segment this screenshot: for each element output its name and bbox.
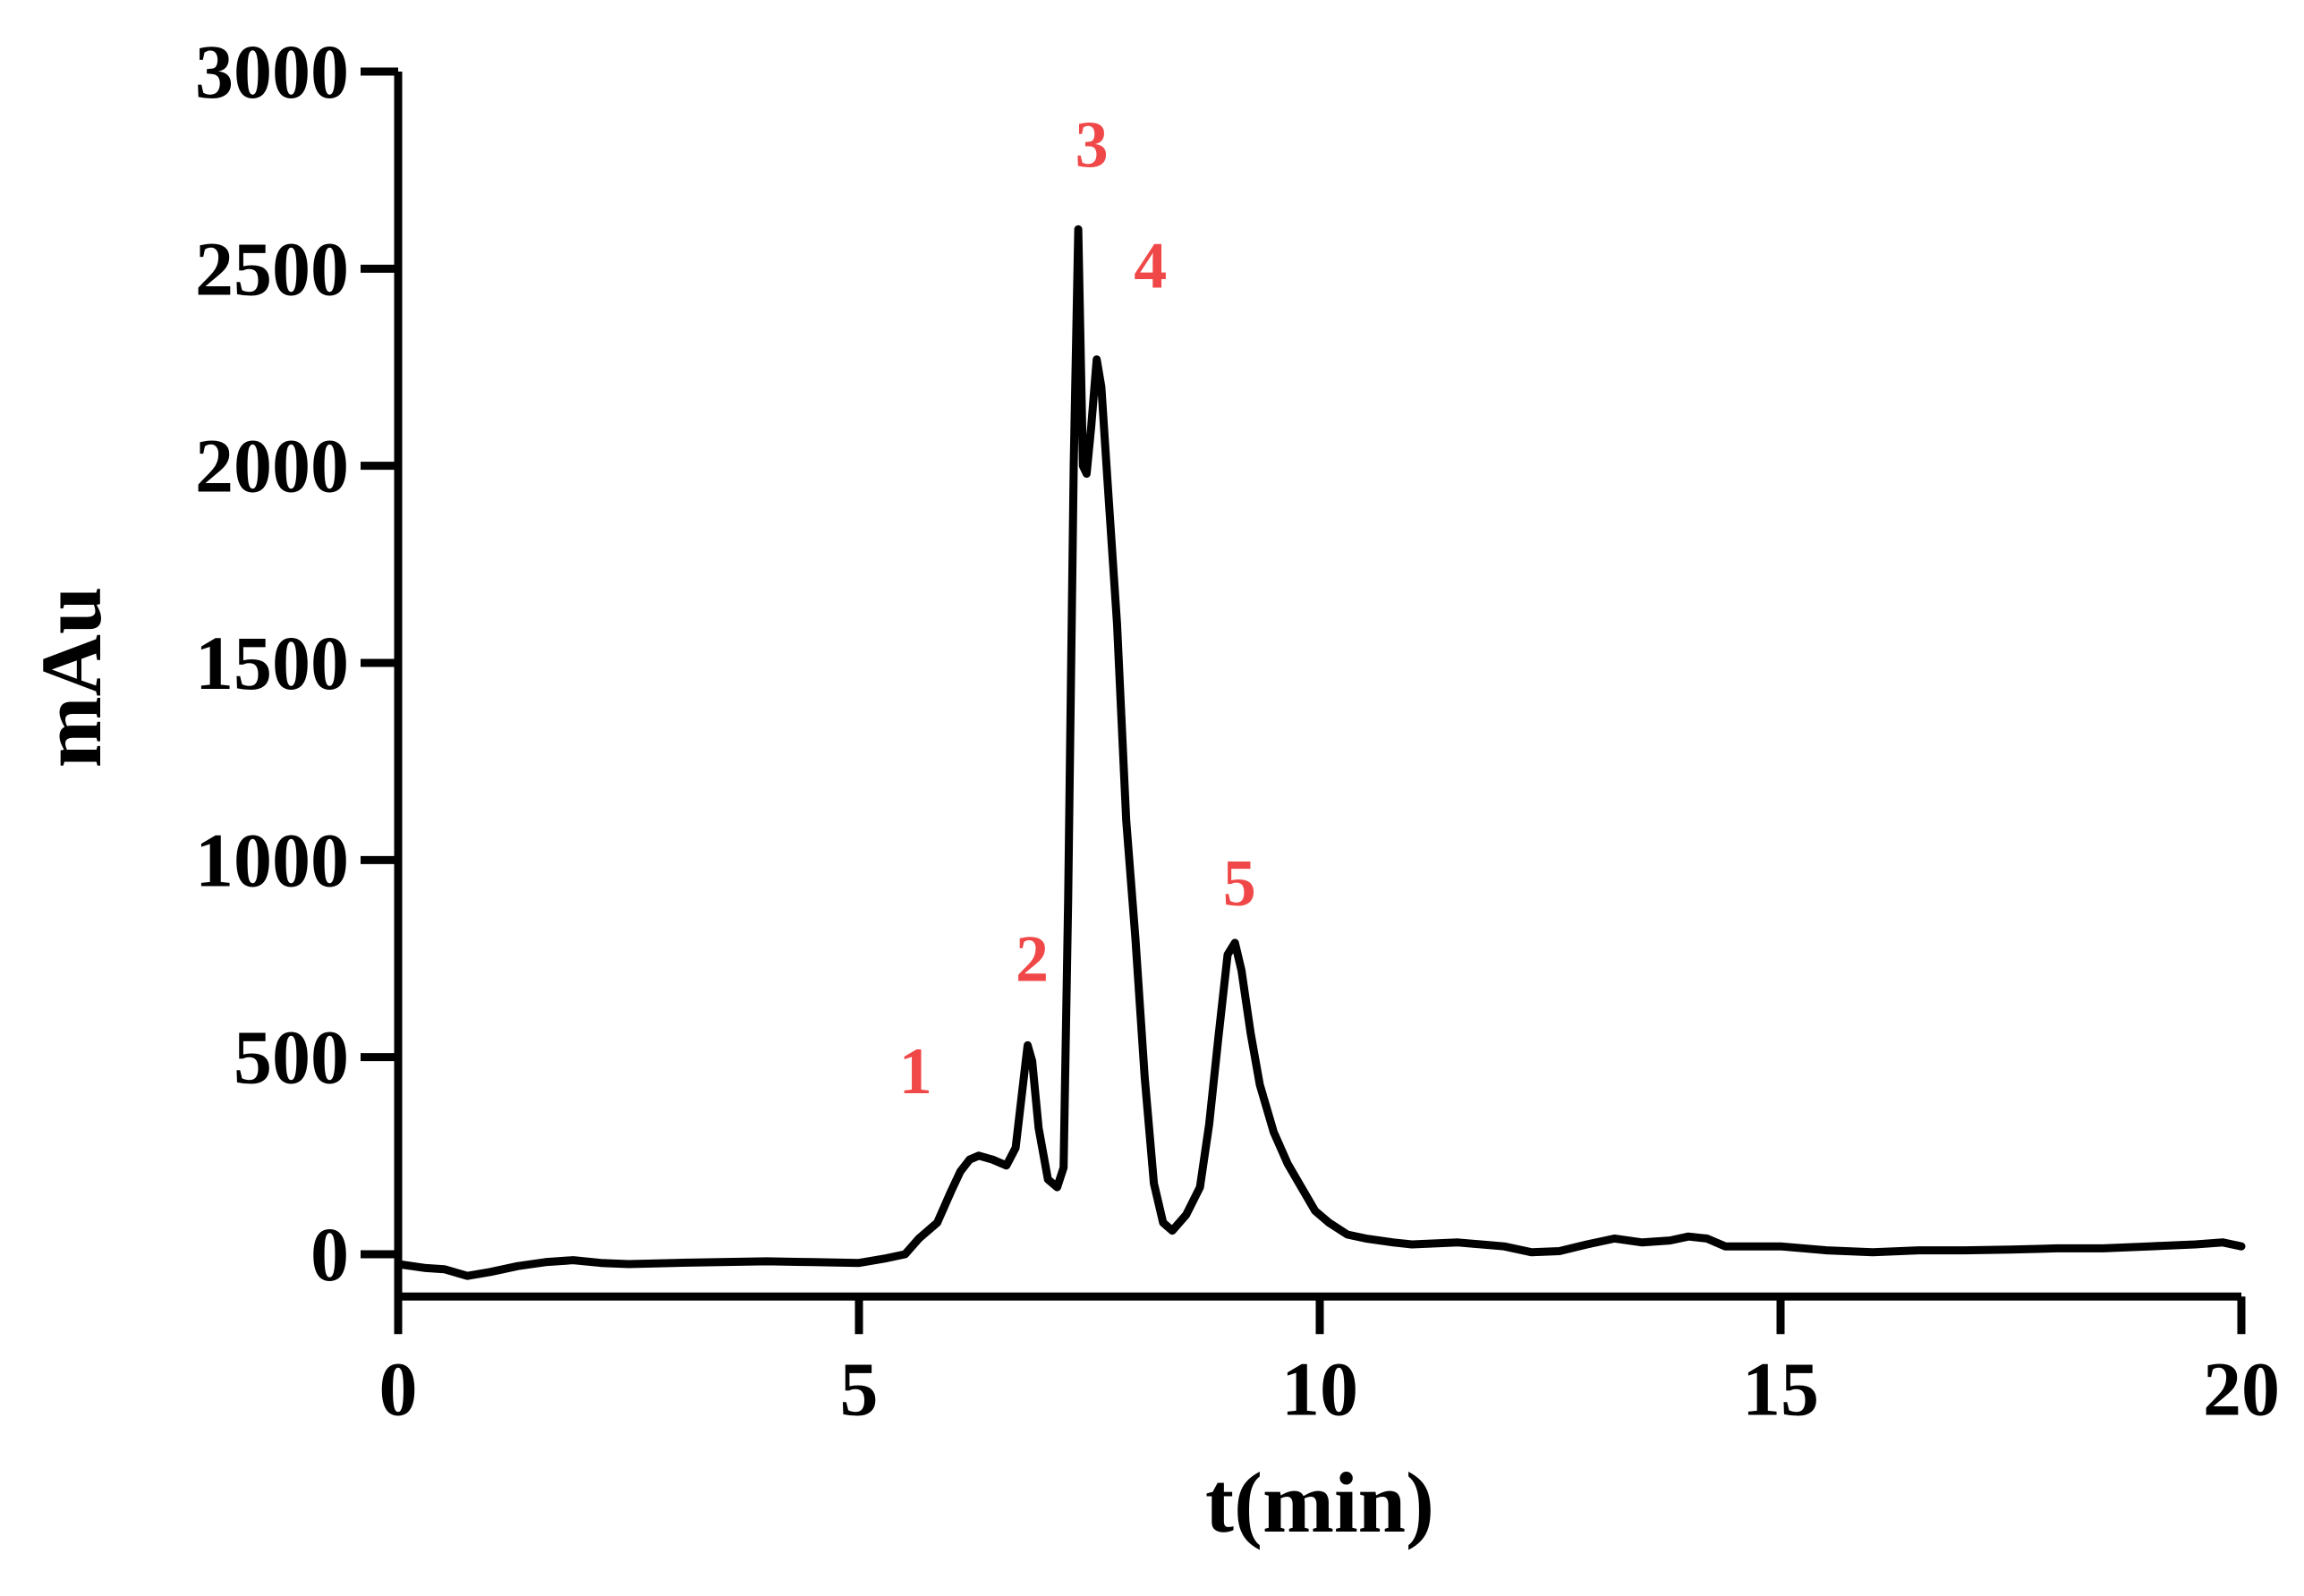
peak-labels: 1 2 34 5 — [899, 108, 1256, 1108]
y-tick-label: 1000 — [195, 817, 349, 903]
x-tick-label: 15 — [1742, 1346, 1819, 1431]
x-tick-label: 10 — [1281, 1346, 1358, 1431]
y-tick-label: 2000 — [195, 423, 349, 509]
y-tick-label: 0 — [310, 1211, 349, 1297]
y-tick-label: 500 — [234, 1014, 349, 1100]
y-axis-title: mAu — [23, 587, 119, 768]
x-axis-title: t(min) — [1205, 1455, 1434, 1550]
peak-label-4: 4 — [1134, 230, 1167, 303]
x-axis-ticks: 0 5 10 15 20 — [379, 1296, 2280, 1431]
peak-label-1: 1 — [899, 1035, 932, 1108]
y-tick-label: 1500 — [195, 620, 349, 706]
x-tick-label: 0 — [379, 1346, 418, 1431]
y-tick-label: 2500 — [195, 225, 349, 311]
chromatogram-trace — [394, 225, 2246, 1280]
x-tick-label: 5 — [840, 1346, 879, 1431]
y-axis-ticks: 0 500 1000 1500 2000 2500 3000 — [195, 29, 398, 1297]
peak-label-2: 2 — [1016, 922, 1049, 996]
y-tick-label: 3000 — [195, 29, 349, 115]
peak-label-3: 3 — [1075, 108, 1109, 182]
peak-label-5: 5 — [1223, 847, 1256, 921]
x-tick-label: 20 — [2203, 1346, 2280, 1431]
